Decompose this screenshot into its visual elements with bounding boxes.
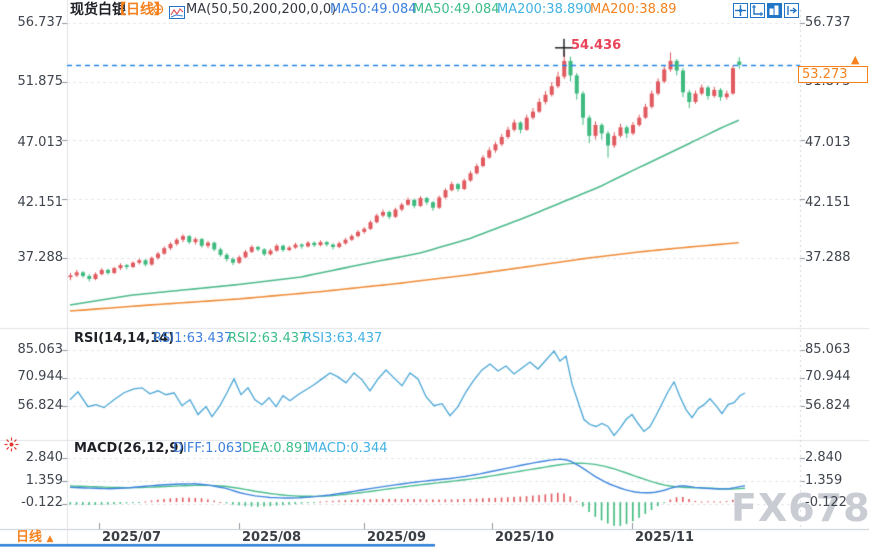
toolbar-crosshair-button[interactable] xyxy=(733,3,748,18)
diff-value: DIFF:1.063 xyxy=(173,441,243,456)
chart-style-icon[interactable] xyxy=(169,4,185,23)
price-alert-arrow-icon[interactable]: ▲ xyxy=(851,53,860,66)
main-ytick-left-1: 51.875 xyxy=(17,74,64,89)
watermark: FX678 xyxy=(731,486,869,530)
rsi-ytick-right-1: 70.944 xyxy=(805,369,851,384)
x-axis-label-2: 2025/09 xyxy=(367,530,427,545)
x-axis-label-4: 2025/11 xyxy=(635,530,695,545)
macd-ytick-left-0: 2.840 xyxy=(25,450,63,465)
macd-ytick-right-2: -0.122 xyxy=(805,495,847,510)
ma50-value-2: MA50:49.084 xyxy=(413,2,500,17)
add-indicator-icon[interactable]: ⊕ xyxy=(152,0,165,18)
main-ytick-right-0: 56.737 xyxy=(805,15,851,30)
ma200-value-2: MA200:38.89 xyxy=(590,2,677,17)
x-axis-label-1: 2025/08 xyxy=(242,530,302,545)
toolbar-chart-mode-button[interactable] xyxy=(767,3,782,18)
rsi-ytick-left-1: 70.944 xyxy=(17,369,64,384)
main-ytick-left-2: 47.013 xyxy=(17,135,64,150)
rsi3-value: RSI3:63.437 xyxy=(303,331,383,346)
ma50-value-1: MA50:49.084 xyxy=(330,2,417,17)
macd-ytick-right-1: 1.359 xyxy=(805,473,843,488)
macd-ytick-right-0: 2.840 xyxy=(805,450,843,465)
toolbar-axis-scale-button[interactable] xyxy=(750,3,765,18)
main-ytick-right-4: 37.288 xyxy=(805,250,851,265)
x-axis-label-3: 2025/10 xyxy=(495,530,555,545)
toolbar-pan-right-button[interactable] xyxy=(784,3,799,18)
rsi-ytick-right-0: 85.063 xyxy=(805,342,851,357)
period-selector-label: 日线 xyxy=(16,530,43,545)
symbol-title: 现货白银 xyxy=(70,2,126,18)
rsi1-value: RSI1:63.437 xyxy=(153,331,233,346)
dea-value: DEA:0.891 xyxy=(242,441,311,456)
rsi-ytick-right-2: 56.824 xyxy=(805,398,851,413)
period-selector[interactable]: 日线 ▲ xyxy=(16,530,53,547)
rsi-ytick-left-0: 85.063 xyxy=(17,342,64,357)
main-ytick-right-3: 42.151 xyxy=(805,195,851,210)
rsi-ytick-left-2: 56.824 xyxy=(17,398,64,413)
period-tag: 【日线】 xyxy=(112,2,168,18)
main-ytick-left-3: 42.151 xyxy=(17,195,64,210)
macd-params-label: MACD(26,12,9) xyxy=(74,441,185,456)
macd-ytick-left-1: 1.359 xyxy=(25,473,63,488)
rsi-params-label: RSI(14,14,14) xyxy=(74,331,175,346)
rsi2-value: RSI2:63.437 xyxy=(228,331,308,346)
current-price-tag: 53.273 xyxy=(798,66,868,83)
ma-params-label: MA(50,50,200,200,0,0) xyxy=(186,2,337,17)
macd-value: MACD:0.344 xyxy=(307,441,388,456)
main-ytick-left-4: 37.288 xyxy=(17,250,64,265)
macd-hot-icon[interactable] xyxy=(4,437,19,456)
main-ytick-left-0: 56.737 xyxy=(17,15,64,30)
chevron-up-icon: ▲ xyxy=(46,534,54,544)
x-axis-label-0: 2025/07 xyxy=(102,530,162,545)
macd-ytick-left-2: -0.122 xyxy=(21,495,63,510)
main-ytick-right-2: 47.013 xyxy=(805,135,851,150)
peak-price-label: 54.436 xyxy=(571,38,622,53)
ma200-value-1: MA200:38.890 xyxy=(497,2,592,17)
